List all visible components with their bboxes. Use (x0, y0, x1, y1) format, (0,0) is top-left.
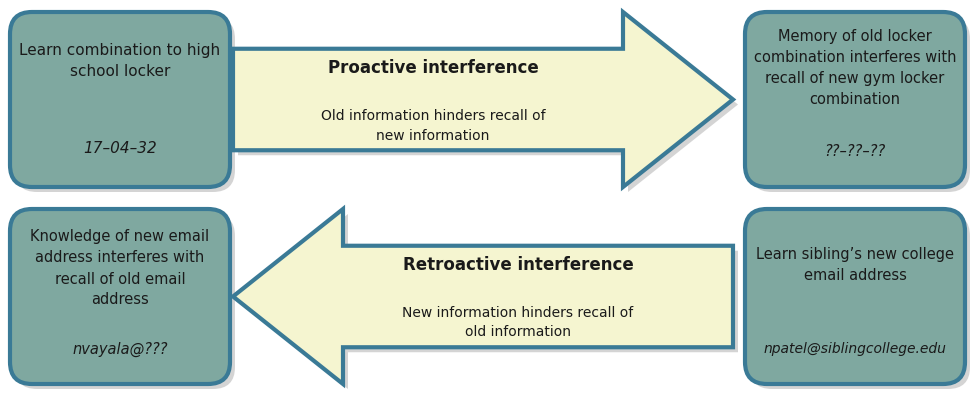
FancyBboxPatch shape (745, 209, 965, 384)
Polygon shape (233, 209, 733, 384)
Text: Learn combination to high
school locker: Learn combination to high school locker (20, 43, 220, 79)
Polygon shape (238, 214, 738, 389)
FancyBboxPatch shape (750, 214, 970, 389)
FancyBboxPatch shape (15, 214, 235, 389)
FancyBboxPatch shape (10, 209, 230, 384)
Text: ??–??–??: ??–??–?? (825, 144, 885, 160)
Text: Knowledge of new email
address interferes with
recall of old email
address: Knowledge of new email address interfere… (30, 230, 210, 308)
Text: nvayala@???: nvayala@??? (72, 341, 168, 357)
Text: npatel@siblingcollege.edu: npatel@siblingcollege.edu (763, 342, 947, 356)
FancyBboxPatch shape (745, 12, 965, 187)
Text: Retroactive interference: Retroactive interference (403, 256, 634, 274)
Text: New information hinders recall of
old information: New information hinders recall of old in… (403, 306, 634, 339)
Polygon shape (233, 12, 733, 187)
FancyBboxPatch shape (10, 12, 230, 187)
Text: Proactive interference: Proactive interference (328, 59, 538, 77)
FancyBboxPatch shape (15, 17, 235, 192)
Text: 17–04–32: 17–04–32 (83, 141, 157, 156)
Text: Old information hinders recall of
new information: Old information hinders recall of new in… (321, 109, 545, 142)
Text: Learn sibling’s new college
email address: Learn sibling’s new college email addres… (756, 247, 954, 283)
FancyBboxPatch shape (750, 17, 970, 192)
Text: Memory of old locker
combination interferes with
recall of new gym locker
combin: Memory of old locker combination interfe… (754, 29, 956, 107)
Polygon shape (238, 17, 738, 192)
